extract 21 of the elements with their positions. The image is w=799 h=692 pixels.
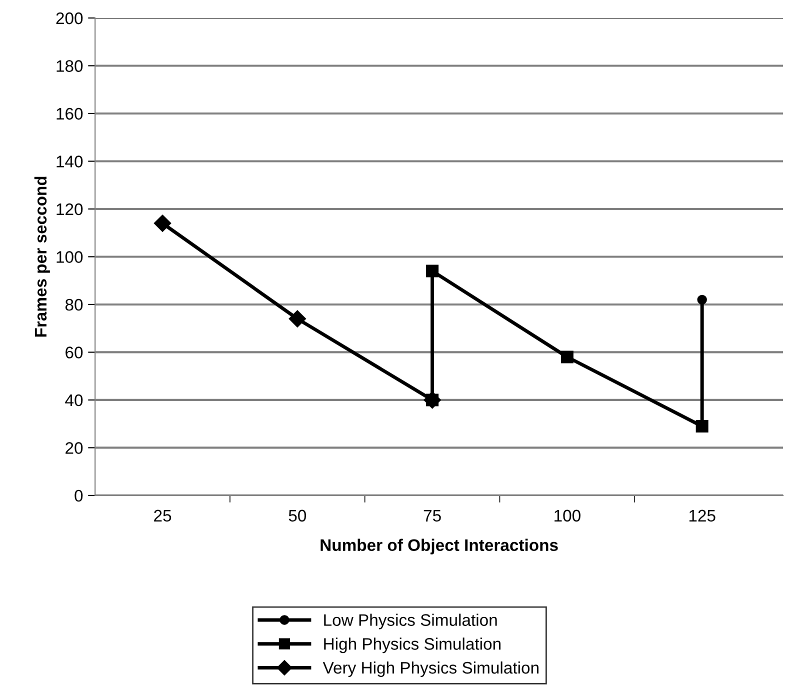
x-tick-label: 100	[554, 510, 580, 522]
x-axis-title: Number of Object Interactions	[320, 538, 558, 554]
y-tick-label: 40	[65, 394, 83, 406]
x-tick-label: 25	[154, 510, 172, 522]
y-axis-title: Frames per seccond	[34, 176, 50, 337]
y-tick-label: 200	[56, 12, 83, 24]
x-tick-label: 125	[689, 510, 716, 522]
y-tick-label: 180	[56, 60, 83, 72]
y-tick-label: 80	[65, 298, 83, 311]
legend-label: High Physics Simulation	[324, 638, 500, 654]
y-tick-label: 60	[66, 346, 83, 358]
x-tick-label: 75	[424, 510, 441, 522]
y-tick-label: 160	[56, 108, 83, 120]
y-tick-label: 140	[56, 156, 83, 168]
x-tick-label: 50	[288, 510, 306, 522]
y-tick-label: 20	[66, 442, 83, 454]
y-tick-label: 120	[56, 203, 83, 216]
y-tick-label: 0	[74, 490, 83, 502]
legend-label: Very High Physics Simulation	[322, 661, 538, 677]
y-tick-label: 100	[56, 251, 83, 263]
legend-label: Low Physics Simulation	[324, 614, 497, 630]
